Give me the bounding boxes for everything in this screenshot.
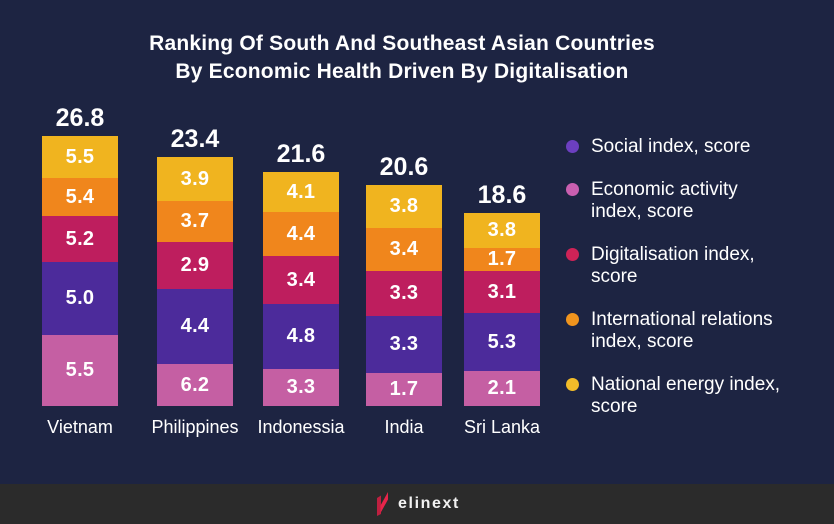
bar-segment: 2.1 [464,371,540,406]
chart-title: Ranking Of South And Southeast Asian Cou… [0,30,804,86]
legend-item: Social index, score [566,136,822,158]
legend-dot-icon [566,248,579,261]
chart-title-line1: Ranking Of South And Southeast Asian Cou… [149,32,655,55]
elinext-logo: elinext [374,492,460,516]
legend-item: International relations index, score [566,309,822,353]
legend-label: Economic activity index, score [591,179,738,222]
bar-segment: 2.9 [157,242,233,289]
bar-segment: 3.4 [366,228,442,271]
bar-segment: 6.2 [157,364,233,406]
legend-item: Economic activity index, score [566,179,822,223]
legend-label: National energy index, score [591,374,781,417]
legend-dot-icon [566,378,579,391]
bar-vietnam: 26.8 5.5 5.4 5.2 5.0 5.5 Vietnam [42,104,118,437]
bar-segment: 4.4 [157,289,233,364]
bar-segment: 5.3 [464,313,540,371]
bar-total-vietnam: 26.8 [55,104,105,132]
footer-bar: elinext [0,484,834,524]
bar-segment: 3.3 [263,369,339,406]
bar-category-label: Sri Lanka [463,417,541,437]
bar-category-label: Vietnam [47,417,113,437]
bar-sri-lanka: 18.6 3.8 1.7 3.1 5.3 2.1 Sri Lanka [464,181,540,437]
bar-segment: 4.4 [263,212,339,256]
bar-segment: 3.4 [263,256,339,304]
bar-india: 20.6 3.8 3.4 3.3 3.3 1.7 India [366,153,442,437]
bar-category-label: Philippines [151,417,239,437]
bar-segment: 5.2 [42,216,118,262]
bar-total-india: 20.6 [379,153,429,181]
elinext-logo-text: elinext [398,495,460,512]
bar-segment: 1.7 [464,248,540,271]
legend-item: National energy index, score [566,374,822,418]
chart-title-line2: By Economic Health Driven By Digitalisat… [175,60,629,83]
bar-segment: 5.5 [42,136,118,178]
elinext-logo-icon [377,492,389,516]
bar-total-indonessia: 21.6 [276,140,326,168]
chart-legend: Social index, score Economic activity inde… [566,136,822,418]
bar-segment: 3.3 [366,271,442,316]
bar-segment: 4.1 [263,172,339,212]
bar-indonessia: 21.6 4.1 4.4 3.4 4.8 3.3 Indonessia [257,140,344,437]
bar-segment: 5.4 [42,178,118,216]
bar-segment: 3.8 [366,185,442,228]
legend-dot-icon [566,183,579,196]
bar-category-label: Indonessia [257,417,345,437]
legend-label: Digitalisation index, score [591,244,755,287]
bar-segment: 3.8 [464,213,540,248]
bar-segment: 3.1 [464,271,540,313]
bar-philippines: 23.4 3.9 3.7 2.9 4.4 6.2 Philippines [151,125,238,437]
legend-dot-icon [566,140,579,153]
bar-category-label: India [384,417,424,437]
legend-label: International relations index, score [591,309,773,352]
bar-segment: 3.7 [157,201,233,242]
bar-segment: 1.7 [366,373,442,406]
bar-segment: 4.8 [263,304,339,369]
bar-segment: 3.9 [157,157,233,201]
legend-dot-icon [566,313,579,326]
bar-total-sri-lanka: 18.6 [477,181,527,209]
bar-segment: 5.5 [42,335,118,406]
bar-segment: 3.3 [366,316,442,373]
bar-total-philippines: 23.4 [170,125,220,153]
legend-label: Social index, score [591,136,751,157]
bar-segment: 5.0 [42,262,118,335]
legend-item: Digitalisation index, score [566,244,822,288]
